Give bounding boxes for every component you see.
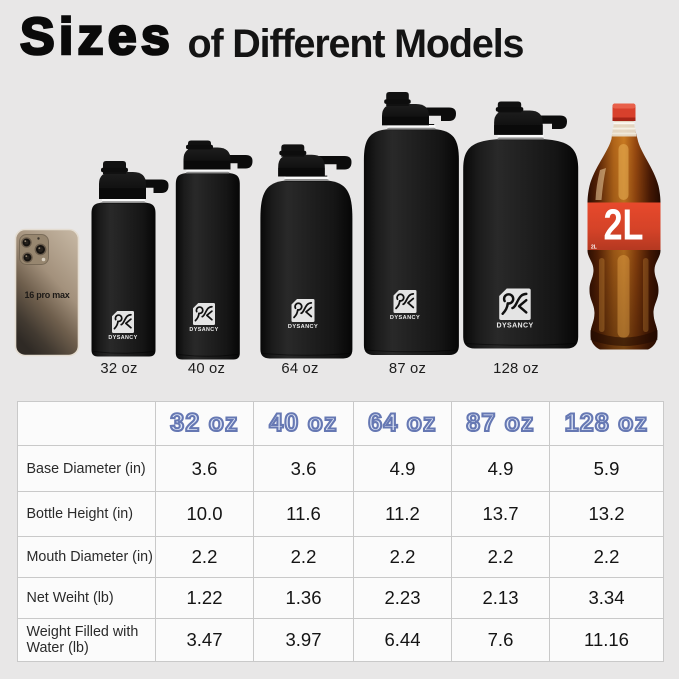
svg-text:40 oz: 40 oz [188, 361, 225, 377]
svg-text:DYSANCY: DYSANCY [108, 335, 137, 341]
svg-text:87 oz: 87 oz [389, 361, 426, 377]
svg-text:DYSANCY: DYSANCY [189, 327, 218, 333]
svg-text:DYSANCY: DYSANCY [288, 324, 318, 330]
svg-text:64 oz: 64 oz [281, 361, 318, 377]
svg-text:32 oz: 32 oz [100, 361, 137, 377]
svg-text:2L: 2L [604, 201, 644, 250]
svg-text:2L: 2L [591, 245, 597, 251]
svg-text:DYSANCY: DYSANCY [390, 315, 420, 321]
svg-text:128 oz: 128 oz [493, 361, 539, 377]
svg-text:DYSANCY: DYSANCY [496, 323, 533, 330]
svg-text:16 pro max: 16 pro max [24, 290, 69, 300]
